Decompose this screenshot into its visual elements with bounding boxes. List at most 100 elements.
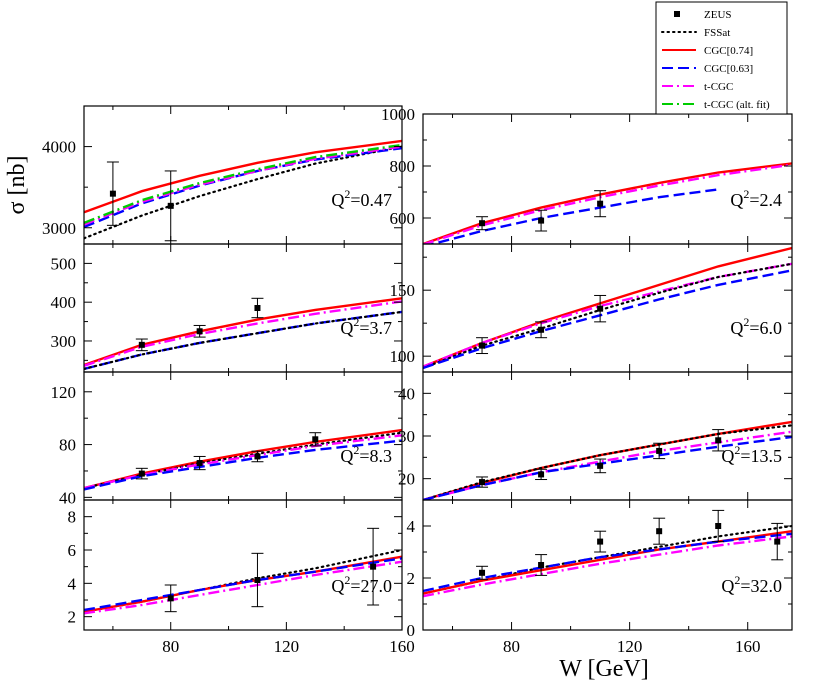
y-tick-label: 3000 <box>42 219 76 238</box>
q2-label: Q2=27.0 <box>331 573 392 596</box>
q2-label: Q2=3.7 <box>340 315 392 338</box>
panel-q2-27_0: 2 4 6 8 80 120 160 Q2=27.0 <box>68 499 415 656</box>
data-point <box>535 321 548 339</box>
data-point <box>135 338 148 352</box>
y-tick-label: 4000 <box>42 138 76 157</box>
data-point <box>193 324 206 338</box>
y-tick-label: 400 <box>51 293 77 312</box>
series-t-cgc <box>423 430 792 500</box>
series-t-cgc <box>84 434 402 490</box>
q2-label: Q2=6.0 <box>730 315 782 338</box>
data-point <box>535 468 548 481</box>
series-cgc-0-74 <box>84 139 402 214</box>
series-cgc-0-63 <box>84 557 402 612</box>
y-tick-label: 800 <box>390 157 416 176</box>
data-point <box>594 530 607 553</box>
series-t-cgc <box>423 535 792 598</box>
y-tick-label: 20 <box>398 470 415 489</box>
data-point <box>367 527 380 606</box>
series-fssat <box>423 262 792 370</box>
series-cgc-0-63 <box>428 188 719 244</box>
y-tick-label: 4 <box>68 574 77 593</box>
data-point <box>476 216 489 231</box>
series-cgc-0-74 <box>423 420 792 500</box>
data-point <box>594 458 607 474</box>
q2-label: Q2=13.5 <box>721 443 782 466</box>
data-point <box>251 552 264 608</box>
series-cgc-0-74 <box>84 297 402 367</box>
series-t-cgc <box>84 560 402 615</box>
panel-frame <box>422 371 793 501</box>
y-tick-label: 300 <box>51 332 77 351</box>
x-tick-label: 80 <box>162 637 179 656</box>
data-point <box>251 297 264 319</box>
data-point <box>476 476 489 488</box>
y-tick-label: 80 <box>59 436 76 455</box>
data-point <box>712 509 725 543</box>
legend-item: t-CGC <box>662 81 733 93</box>
series-t-cgc <box>84 300 402 367</box>
x-tick-label: 120 <box>274 637 300 656</box>
y-tick-label: 2 <box>407 569 416 588</box>
legend-box <box>655 1 788 115</box>
series-cgc-0-63 <box>84 439 402 491</box>
panel-q2-0_47: 3000 4000 Q2=0.47 <box>42 105 403 245</box>
panel-frame <box>422 499 793 631</box>
y-tick-label: 500 <box>51 254 77 273</box>
y-tick-label: 30 <box>398 427 415 446</box>
panel-q2-13_5: 20 30 40 Q2=13.5 <box>398 371 793 501</box>
legend-label: ZEUS <box>704 9 732 21</box>
legend: ZEUS FSSat CGC[0.74] CGC[0.63] t-CGC t-CGC (a… <box>655 1 788 115</box>
data-point <box>135 467 148 480</box>
panel-q2-2_4: 600 800 1000 Q2=2.4 <box>381 105 793 245</box>
legend-item: CGC[0.74] <box>662 45 753 57</box>
q2-label: Q2=8.3 <box>340 443 392 466</box>
series-cgc-0-63 <box>84 147 402 229</box>
y-tick-label: 100 <box>390 347 416 366</box>
data-point <box>535 554 548 576</box>
legend-label: t-CGC (alt. fit) <box>704 99 770 111</box>
legend-item: t-CGC (alt. fit) <box>662 99 770 111</box>
x-tick-label: 120 <box>617 637 643 656</box>
y-tick-label: 150 <box>390 281 416 300</box>
data-point <box>771 522 784 561</box>
data-point <box>476 337 489 355</box>
panel-q2-8_3: 40 80 120 Q2=8.3 <box>51 371 403 507</box>
data-point <box>535 209 548 232</box>
q2-label: Q2=0.47 <box>331 187 392 210</box>
y-tick-label: 2 <box>68 608 77 627</box>
q2-label: Q2=32.0 <box>721 573 782 596</box>
panel-q2-32_0: 0 2 4 80 120 160 Q2=32.0 <box>407 499 793 656</box>
series-fssat <box>84 145 402 240</box>
panel-q2-3_7: 300 400 500 Q2=3.7 <box>51 243 403 373</box>
series-fssat <box>84 310 402 370</box>
q2-label: Q2=2.4 <box>730 187 782 210</box>
data-point <box>164 584 177 613</box>
y-tick-label: 40 <box>398 384 415 403</box>
legend-label: FSSat <box>704 27 730 39</box>
legend-item: CGC[0.63] <box>662 63 753 75</box>
panel-frame <box>83 499 403 631</box>
x-tick-label: 80 <box>503 637 520 656</box>
data-point <box>106 161 119 226</box>
x-tick-label: 160 <box>735 637 761 656</box>
series-t-cgc <box>84 145 402 226</box>
data-point <box>476 565 489 580</box>
series-cgc-0-63 <box>423 532 792 593</box>
legend-label: t-CGC <box>704 81 733 93</box>
data-point <box>193 455 206 471</box>
x-axis-label: W [GeV] <box>559 656 649 682</box>
y-tick-label: 600 <box>390 209 416 228</box>
data-point <box>594 190 607 218</box>
y-tick-label: 6 <box>68 541 77 560</box>
y-tick-label: 1000 <box>381 105 415 124</box>
series-fssat <box>423 424 792 500</box>
y-tick-label: 4 <box>407 517 416 536</box>
legend-item: FSSat <box>661 27 730 39</box>
y-tick-label: 8 <box>68 508 77 527</box>
data-point <box>594 294 607 323</box>
data-point <box>712 429 725 452</box>
data-point <box>653 517 666 545</box>
